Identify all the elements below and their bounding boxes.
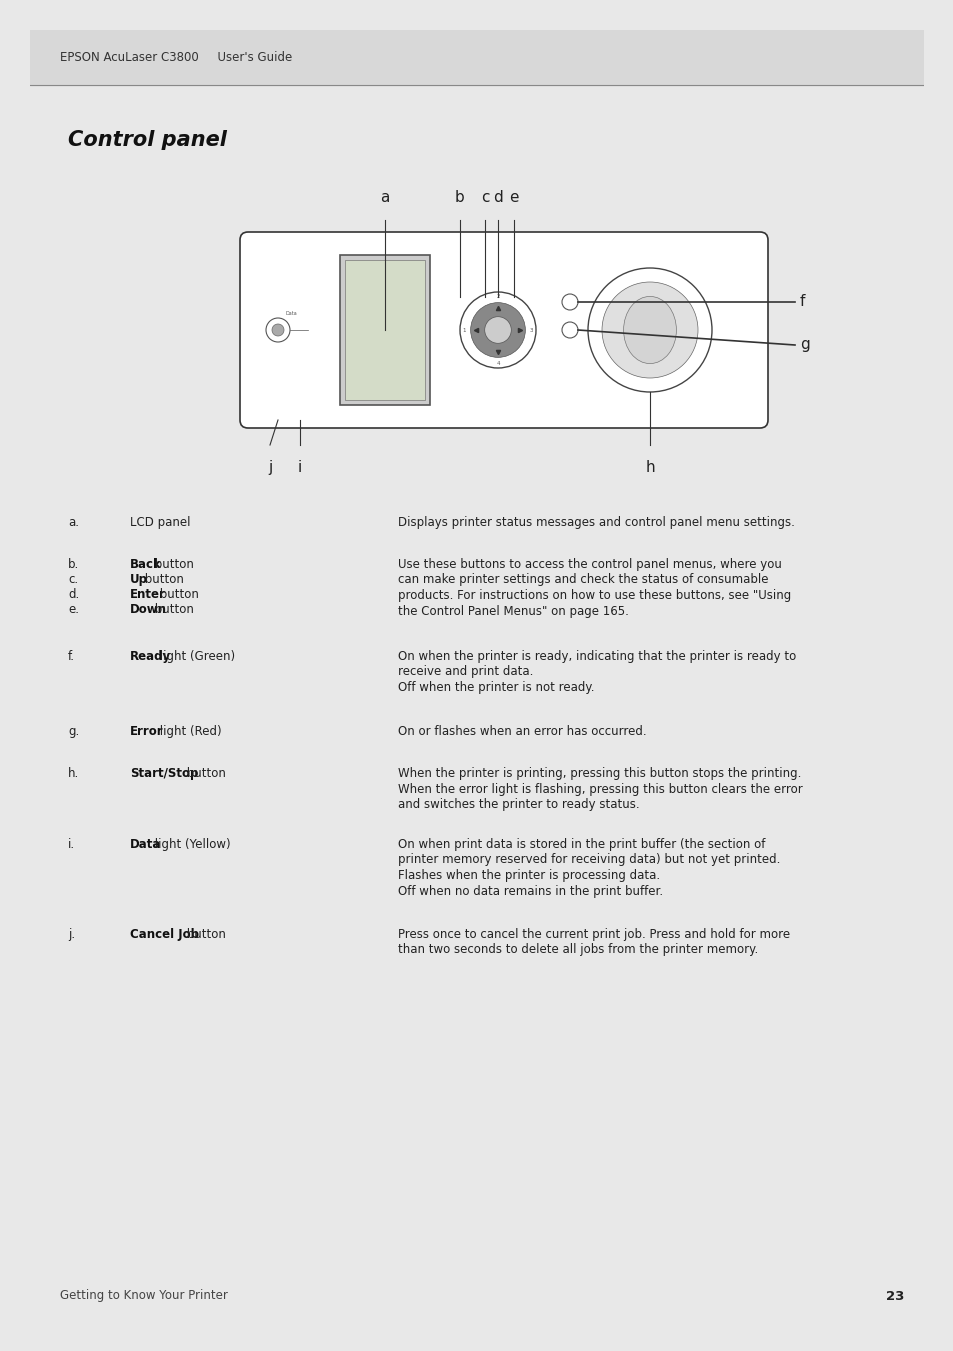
Text: Displays printer status messages and control panel menu settings.: Displays printer status messages and con…: [397, 516, 794, 530]
Text: light (Green): light (Green): [156, 650, 235, 663]
Text: On or flashes when an error has occurred.: On or flashes when an error has occurred…: [397, 725, 646, 738]
Text: When the printer is printing, pressing this button stops the printing.: When the printer is printing, pressing t…: [397, 767, 801, 780]
Text: Ready: Ready: [130, 650, 171, 663]
Text: button: button: [183, 928, 225, 942]
Circle shape: [561, 295, 578, 309]
Text: On when print data is stored in the print buffer (the section of: On when print data is stored in the prin…: [397, 838, 764, 851]
Text: than two seconds to delete all jobs from the printer memory.: than two seconds to delete all jobs from…: [397, 943, 758, 957]
Text: the Control Panel Menus" on page 165.: the Control Panel Menus" on page 165.: [397, 604, 628, 617]
Text: Back: Back: [130, 558, 162, 571]
Text: receive and print data.: receive and print data.: [397, 666, 533, 678]
Text: c: c: [480, 190, 489, 205]
Circle shape: [470, 303, 525, 358]
Text: Down: Down: [130, 603, 167, 616]
Text: i: i: [297, 459, 302, 476]
Text: d: d: [493, 190, 502, 205]
Text: i.: i.: [68, 838, 75, 851]
Text: printer memory reserved for receiving data) but not yet printed.: printer memory reserved for receiving da…: [397, 854, 780, 866]
Text: button: button: [151, 558, 193, 571]
Text: Data: Data: [130, 838, 161, 851]
Text: 3: 3: [529, 327, 533, 332]
Text: 4: 4: [496, 361, 499, 366]
Circle shape: [601, 282, 698, 378]
Text: h: h: [644, 459, 654, 476]
Text: light (Yellow): light (Yellow): [151, 838, 231, 851]
Circle shape: [561, 322, 578, 338]
Text: Flashes when the printer is processing data.: Flashes when the printer is processing d…: [397, 869, 659, 882]
Text: and switches the printer to ready status.: and switches the printer to ready status…: [397, 798, 639, 811]
Circle shape: [266, 317, 290, 342]
Circle shape: [484, 316, 511, 343]
Text: Error: Error: [130, 725, 164, 738]
Text: g: g: [800, 338, 809, 353]
Text: f.: f.: [68, 650, 75, 663]
Text: d.: d.: [68, 588, 79, 601]
Text: button: button: [183, 767, 225, 780]
Circle shape: [272, 324, 284, 336]
Text: can make printer settings and check the status of consumable: can make printer settings and check the …: [397, 574, 768, 586]
Text: g.: g.: [68, 725, 79, 738]
Text: Start/Stop: Start/Stop: [130, 767, 198, 780]
Text: products. For instructions on how to use these buttons, see "Using: products. For instructions on how to use…: [397, 589, 790, 603]
Text: button: button: [151, 603, 193, 616]
Text: j.: j.: [68, 928, 75, 942]
Text: Getting to Know Your Printer: Getting to Know Your Printer: [60, 1289, 228, 1302]
Text: LCD panel: LCD panel: [130, 516, 191, 530]
Text: When the error light is flashing, pressing this button clears the error: When the error light is flashing, pressi…: [397, 782, 801, 796]
Text: light (Red): light (Red): [156, 725, 222, 738]
Ellipse shape: [623, 296, 676, 363]
Text: Enter: Enter: [130, 588, 166, 601]
Bar: [345, 259, 424, 400]
Text: Data: Data: [286, 311, 297, 316]
Text: h.: h.: [68, 767, 79, 780]
Bar: [339, 255, 430, 405]
Circle shape: [587, 267, 711, 392]
Text: 2: 2: [496, 295, 499, 299]
Text: f: f: [800, 295, 804, 309]
Text: j: j: [268, 459, 272, 476]
Text: EPSON AcuLaser C3800     User's Guide: EPSON AcuLaser C3800 User's Guide: [60, 51, 292, 63]
Text: Control panel: Control panel: [68, 130, 227, 150]
Text: c.: c.: [68, 573, 78, 586]
Text: Off when the printer is not ready.: Off when the printer is not ready.: [397, 681, 594, 694]
Text: Use these buttons to access the control panel menus, where you: Use these buttons to access the control …: [397, 558, 781, 571]
FancyBboxPatch shape: [240, 232, 767, 428]
Text: Press once to cancel the current print job. Press and hold for more: Press once to cancel the current print j…: [397, 928, 789, 942]
Text: a.: a.: [68, 516, 79, 530]
Text: 23: 23: [884, 1289, 903, 1302]
Text: Off when no data remains in the print buffer.: Off when no data remains in the print bu…: [397, 885, 662, 897]
Circle shape: [459, 292, 536, 367]
Text: On when the printer is ready, indicating that the printer is ready to: On when the printer is ready, indicating…: [397, 650, 796, 663]
Text: 1: 1: [462, 327, 466, 332]
Text: e: e: [509, 190, 518, 205]
Text: b: b: [455, 190, 464, 205]
Text: Up: Up: [130, 573, 148, 586]
Text: e.: e.: [68, 603, 79, 616]
Bar: [30, 30, 923, 85]
Text: button: button: [140, 573, 183, 586]
Text: button: button: [156, 588, 199, 601]
Text: a: a: [380, 190, 389, 205]
Text: Cancel Job: Cancel Job: [130, 928, 199, 942]
Text: b.: b.: [68, 558, 79, 571]
